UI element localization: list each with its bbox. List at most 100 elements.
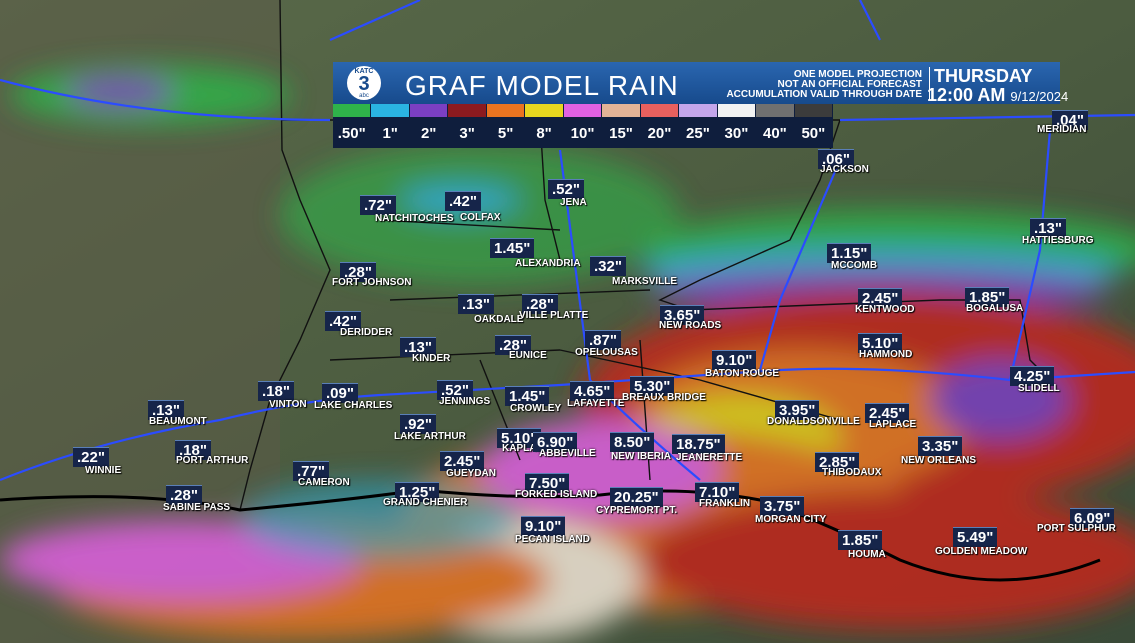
city-name: WINNIE (85, 465, 122, 476)
date: 9/12/2024 (1010, 89, 1069, 104)
city-name: PECAN ISLAND (515, 534, 591, 545)
city-name: ALEXANDRIA (515, 258, 581, 269)
city-amount: 1.45" (505, 386, 550, 406)
city-amount: .13" (148, 400, 184, 420)
legend-label: 10" (570, 125, 595, 142)
legend-item: 40" (756, 104, 795, 148)
city-name: LAKE ARTHUR (394, 431, 466, 442)
city-name: DERIDDER (340, 327, 393, 338)
legend-item: 10" (563, 104, 603, 148)
city-name: GUEYDAN (446, 468, 497, 479)
time-date: 12:00 AM 9/12/2024 (927, 85, 1068, 106)
city-name: OPELOUSAS (575, 347, 638, 358)
legend-swatch (563, 104, 602, 117)
city-amount: .28" (495, 335, 531, 355)
city-name: NATCHITOCHES (375, 213, 454, 224)
legend-swatch (448, 104, 486, 117)
city-amount: 5.10" (858, 333, 903, 353)
legend-label: 3" (459, 125, 475, 142)
title: GRAF MODEL RAIN (405, 70, 679, 101)
time: 12:00 AM (927, 85, 1006, 105)
city-amount: .52" (437, 380, 473, 400)
legend-item: 20" (640, 104, 680, 148)
city-name: JENNINGS (439, 396, 491, 407)
legend-label: 8" (536, 125, 552, 142)
legend-item: .50" (333, 104, 372, 148)
city-amount: .13" (458, 294, 494, 314)
legend-item: 2" (409, 104, 449, 148)
city-amount: .13" (1030, 218, 1066, 238)
city-name: BOGALUSA (966, 303, 1024, 314)
city-amount: 6.09" (1070, 508, 1115, 528)
legend-label: .50" (337, 125, 366, 142)
logo-network: abc (359, 93, 369, 99)
city-name: FORKED ISLAND (515, 489, 598, 500)
legend: .50" 1" 2" 3" 5" 8" 10" 15" 20" 25" 30" 40" 50" (333, 104, 834, 148)
city-name: COLFAX (460, 212, 501, 223)
city-amount: .22" (73, 447, 109, 467)
city-name: ABBEVILLE (539, 448, 596, 459)
legend-item: 3" (448, 104, 487, 148)
city-amount: 4.25" (1010, 366, 1055, 386)
city-name: HOUMA (848, 549, 886, 560)
station-logo: KATC 3 abc (347, 66, 381, 100)
city-name: THIBODAUX (822, 467, 882, 478)
city-amount: 3.65" (660, 305, 705, 325)
city-name: HATTIESBURG (1022, 235, 1094, 246)
city-name: MARKSVILLE (612, 276, 677, 287)
city-amount: .28" (522, 294, 558, 314)
city-name: CROWLEY (510, 403, 562, 414)
legend-swatch (717, 104, 756, 117)
city-name: MCCOMB (831, 260, 878, 271)
city-name: LAPLACE (869, 419, 917, 430)
legend-label: 25" (686, 125, 710, 142)
city-amount: 8.50" (610, 432, 655, 452)
logo-channel: 3 (358, 73, 370, 95)
city-amount: 9.10" (712, 350, 757, 370)
divider (929, 67, 930, 101)
legend-label: 5" (497, 125, 514, 142)
city-name: VINTON (269, 399, 307, 410)
legend-swatch (602, 104, 640, 117)
legend-item: 8" (525, 104, 564, 148)
disclaimer-line: ONE MODEL PROJECTION (793, 69, 922, 80)
legend-item: 50" (794, 104, 834, 148)
city-amount: .06" (818, 149, 854, 169)
city-name: PORT ARTHUR (176, 455, 249, 466)
city-amount: .18" (258, 381, 294, 401)
city-amount: .42" (325, 311, 361, 331)
legend-item: 15" (602, 104, 641, 148)
city-amount: 5.10" (497, 428, 542, 448)
legend-label: 2" (420, 125, 437, 142)
city-amount: 6.90" (533, 432, 578, 452)
city-amount: 5.49" (953, 527, 998, 547)
city-amount: 3.75" (760, 496, 805, 516)
city-name: GRAND CHENIER (383, 497, 468, 508)
city-name: DONALDSONVILLE (767, 416, 860, 427)
city-amount: .87" (585, 330, 621, 350)
disclaimer-line: NOT AN OFFICIAL FORECAST (777, 79, 922, 90)
city-amount: .42" (445, 191, 481, 211)
city-amount: 7.10" (695, 482, 740, 502)
legend-swatch (640, 104, 679, 117)
city-name: KINDER (412, 353, 451, 364)
city-amount: 1.85" (838, 530, 883, 550)
day: THURSDAY (934, 66, 1033, 86)
city-amount: 18.75" (672, 434, 725, 454)
city-amount: .72" (360, 195, 396, 215)
city-name: GOLDEN MEADOW (935, 546, 1028, 557)
city-name: LAKE CHARLES (314, 400, 393, 411)
city-amount: 3.95" (775, 400, 820, 420)
city-amount: 7.50" (525, 473, 570, 493)
city-amount: .13" (400, 337, 436, 357)
legend-label: 15" (609, 125, 633, 142)
city-name: NEW ROADS (659, 320, 722, 331)
city-amount: .09" (322, 383, 358, 403)
city-amount: 9.10" (521, 516, 566, 536)
city-amount: .77" (293, 461, 329, 481)
city-name: SABINE PASS (163, 502, 231, 513)
city-amount: 1.25" (395, 482, 440, 502)
city-name: VILLE PLATTE (519, 310, 589, 321)
legend-swatch (756, 104, 794, 117)
